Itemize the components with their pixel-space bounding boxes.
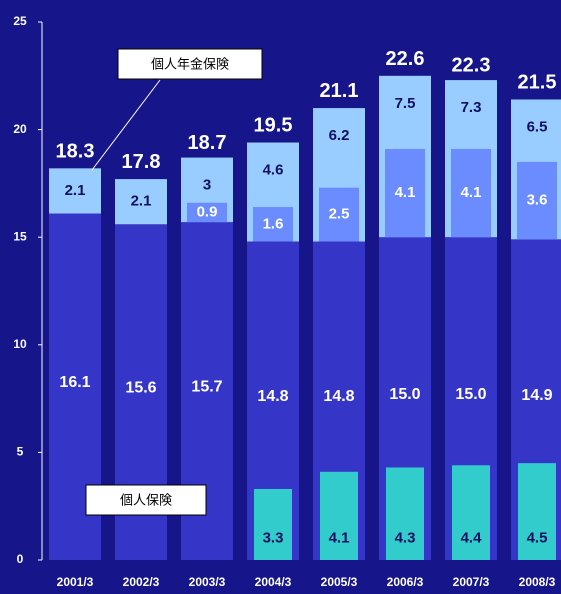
total-label: 22.6	[386, 48, 425, 70]
bar-overlay	[452, 465, 490, 560]
total-label: 21.5	[518, 72, 557, 94]
bar-overlay	[254, 488, 292, 560]
bar-overlay	[319, 187, 359, 242]
data-label: 0.9	[197, 203, 218, 220]
callout-box	[117, 48, 263, 80]
x-tick-label: 2007/3	[453, 575, 490, 589]
data-label: 2.5	[329, 206, 350, 223]
data-label: 3.6	[527, 192, 548, 209]
bar-segment	[49, 168, 101, 214]
total-label: 19.5	[254, 115, 293, 137]
data-label: 7.3	[461, 99, 482, 116]
data-label: 15.6	[125, 379, 156, 396]
data-label: 4.1	[461, 184, 482, 201]
data-label: 14.9	[521, 387, 552, 404]
total-label: 18.3	[56, 140, 95, 162]
data-label: 14.8	[257, 388, 288, 405]
total-label: 17.8	[122, 151, 161, 173]
data-label: 15.7	[191, 378, 222, 395]
y-tick-label: 10	[13, 337, 27, 351]
total-label: 21.1	[320, 80, 359, 102]
plot: 0 5 10 15 20 25 16.1 2.1 18.3 2001/3 15.6 2.1 17.8 20…	[13, 14, 561, 589]
data-label: 4.3	[395, 529, 416, 546]
data-label: 4.1	[329, 529, 350, 546]
total-label: 18.7	[188, 132, 227, 154]
data-label: 6.2	[329, 127, 350, 144]
data-label: 3.3	[263, 529, 284, 546]
data-label: 2.1	[131, 193, 152, 210]
data-label: 16.1	[59, 374, 90, 391]
bar-overlay	[320, 471, 358, 560]
data-label: 1.6	[263, 215, 284, 232]
y-tick-label: 15	[13, 229, 27, 243]
data-label: 15.0	[389, 386, 420, 403]
callout-label: 個人保険	[120, 492, 172, 507]
bar-overlay	[386, 467, 424, 560]
x-tick-label: 2003/3	[189, 575, 226, 589]
bar-overlay	[451, 148, 491, 238]
bar-overlay	[518, 463, 556, 560]
y-tick-label: 25	[13, 14, 27, 28]
y-tick-label: 5	[17, 445, 24, 459]
bar-overlay	[253, 207, 293, 242]
data-label: 4.1	[395, 184, 416, 201]
data-label: 15.0	[455, 386, 486, 403]
y-tick-label: 20	[13, 122, 27, 136]
data-label: 3	[203, 177, 211, 194]
bar-segment	[115, 179, 167, 225]
data-label: 4.5	[527, 529, 548, 546]
total-label: 22.3	[452, 54, 491, 76]
data-label: 4.4	[461, 529, 483, 546]
x-tick-label: 2004/3	[255, 575, 292, 589]
callout-label: 個人年金保険	[151, 56, 229, 71]
x-tick-label: 2002/3	[123, 575, 160, 589]
x-tick-label: 2008/3	[519, 575, 556, 589]
x-tick-label: 2001/3	[57, 575, 94, 589]
callout-line	[91, 79, 161, 171]
data-label: 14.8	[323, 388, 354, 405]
data-label: 4.6	[263, 161, 284, 178]
data-label: 7.5	[395, 95, 416, 112]
data-label: 6.5	[527, 118, 548, 135]
bar-overlay	[517, 161, 557, 240]
callout-box	[85, 484, 207, 516]
callouts: 個人年金保険 個人保険	[85, 48, 263, 516]
x-tick-label: 2006/3	[387, 575, 424, 589]
bar-overlay	[385, 148, 425, 238]
x-tick-label: 2005/3	[321, 575, 358, 589]
bar-overlay	[187, 202, 227, 223]
y-tick-label: 0	[17, 552, 24, 566]
data-label: 2.1	[65, 182, 86, 199]
